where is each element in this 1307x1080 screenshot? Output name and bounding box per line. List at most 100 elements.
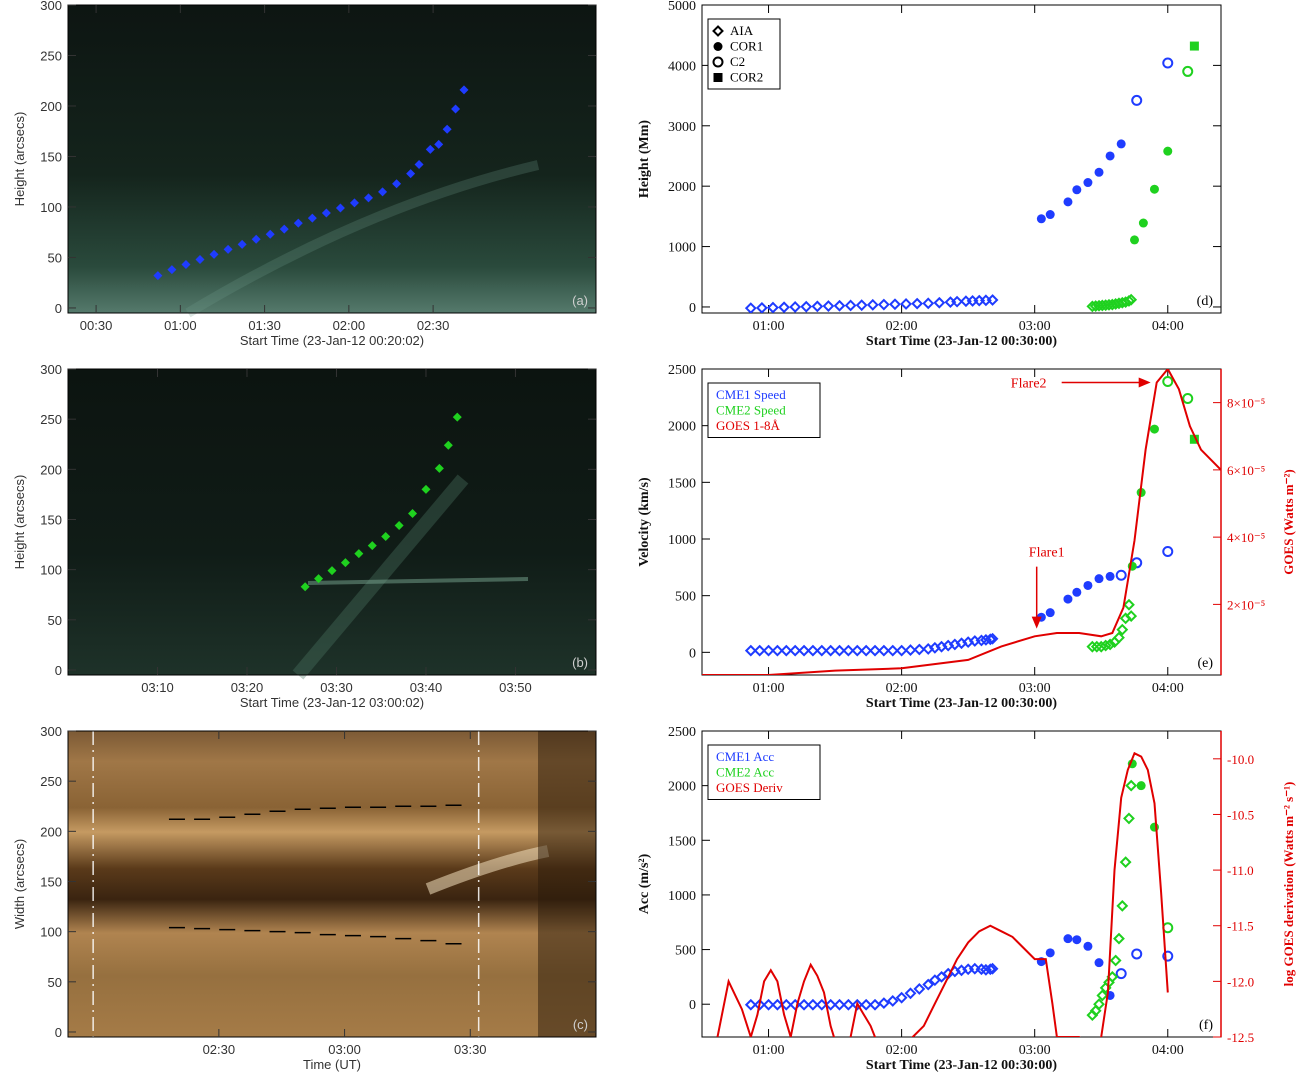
legend-box (707, 382, 821, 438)
legend-marker (713, 73, 723, 82)
data-point (1045, 608, 1055, 618)
x-tick-label: 02:00 (886, 681, 918, 696)
data-point (833, 644, 846, 657)
plot-frame (701, 4, 1222, 314)
y-tick-label: 2500 (668, 363, 696, 378)
data-point (1094, 574, 1104, 584)
series-line-6 (716, 751, 1169, 1037)
panel-label: (f) (1199, 1018, 1213, 1033)
x-tick-label: 03:30 (320, 680, 353, 695)
data-point (153, 271, 163, 281)
legend-marker (712, 56, 724, 68)
data-point (904, 987, 917, 1000)
data-point (414, 160, 424, 170)
y-tick-label: 200 (40, 462, 62, 477)
y2-axis-label: log GOES derivation (Watts m⁻² s⁻¹) (1281, 782, 1296, 987)
y-tick-label: 150 (40, 149, 62, 164)
data-point (181, 260, 191, 270)
data-point (986, 632, 999, 645)
y2-tick-label: -12.0 (1227, 974, 1254, 989)
data-point (335, 203, 345, 213)
data-point (1116, 139, 1126, 149)
panel-f-acceleration: 0 500 1000 1500 2000 2500 01:00 02:00 03:00 04:00… (637, 725, 1296, 1073)
y-tick-label: 2500 (668, 725, 696, 740)
data-point (327, 566, 337, 576)
data-point (780, 998, 793, 1011)
legend-entry: AIA (730, 23, 754, 38)
data-point (251, 234, 261, 244)
data-point (1113, 932, 1125, 945)
y-tick-label: 300 (40, 724, 62, 739)
series-group (702, 369, 1221, 675)
y-tick-label: 50 (48, 250, 62, 265)
panel-e-velocity: 0 500 1000 1500 2000 2500 01:00 02:00 03:00 04:00… (637, 363, 1296, 711)
x-tick-label: 03:50 (499, 680, 532, 695)
data-point (1045, 210, 1055, 220)
image-background (68, 369, 596, 675)
data-point (1063, 594, 1073, 604)
data-point (824, 644, 837, 657)
data-point (1149, 822, 1159, 832)
data-point (1119, 856, 1132, 869)
data-point (771, 644, 784, 657)
data-point (1113, 631, 1125, 644)
data-point (406, 169, 416, 179)
data-point (744, 998, 757, 1011)
x-tick-label: 03:30 (454, 1042, 487, 1057)
data-point (762, 644, 775, 657)
flare2-annotation: Flare2 (1011, 376, 1047, 391)
data-point (459, 85, 469, 95)
x-tick-label: 03:10 (141, 680, 174, 695)
bright-band (307, 577, 529, 585)
data-point (744, 644, 757, 657)
data-point (951, 295, 963, 308)
data-point (904, 644, 917, 656)
y2-tick-label: -11.5 (1227, 919, 1254, 934)
data-point (755, 301, 768, 313)
data-point (265, 229, 275, 239)
legend-entry: CME2 Acc (716, 765, 774, 780)
data-point (367, 541, 377, 551)
y-tick-label: 0 (55, 663, 62, 678)
y2-tick-label: -11.0 (1227, 863, 1254, 878)
y2-tick-label: 2×10⁻⁵ (1227, 597, 1265, 612)
data-point (842, 998, 855, 1011)
data-point (1083, 178, 1093, 188)
data-point (780, 644, 793, 657)
data-point (913, 983, 926, 995)
legend-entry: GOES Deriv (716, 780, 783, 795)
data-point (223, 244, 233, 254)
data-point (279, 224, 289, 234)
data-point (442, 124, 452, 134)
data-point (911, 297, 924, 310)
data-point (833, 299, 846, 312)
legend-entry: GOES 1-8Å (716, 418, 781, 433)
panel-d-height-mm: 0 1000 2000 3000 4000 5000 01:00 02:00 03:00 04:0… (637, 0, 1222, 349)
data-point (434, 463, 444, 473)
y-tick-label: 3000 (668, 120, 696, 135)
data-point (889, 298, 901, 311)
data-point (800, 300, 813, 313)
data-point (314, 574, 324, 584)
data-point (789, 301, 802, 313)
data-point (1136, 781, 1146, 791)
data-point (1072, 185, 1082, 195)
data-point (1138, 218, 1148, 228)
data-point (300, 582, 310, 592)
data-point (778, 301, 790, 313)
legend-entry: COR2 (730, 70, 763, 85)
y-tick-label: 0 (689, 998, 696, 1013)
data-point (1115, 569, 1127, 581)
legend-entry: CME2 Speed (716, 403, 786, 418)
data-point (895, 644, 908, 657)
data-point (851, 998, 864, 1011)
x-tick-label: 00:30 (80, 318, 113, 333)
data-point (1149, 184, 1159, 194)
y-tick-label: 0 (689, 646, 696, 661)
data-point (1123, 812, 1135, 825)
data-point (886, 644, 899, 657)
data-point (1125, 779, 1138, 792)
x-tick-label: 03:00 (328, 1042, 361, 1057)
data-point (293, 218, 303, 228)
data-point (860, 644, 873, 657)
